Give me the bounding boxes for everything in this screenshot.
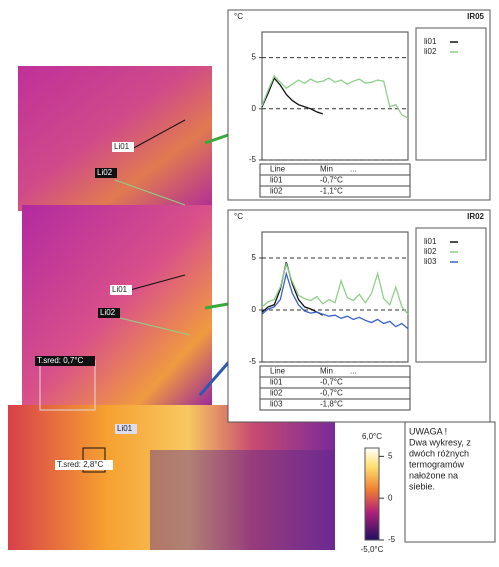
screenshot: Li01 Li02 Li01 Li02 T.sred: 0,7°C Li01 T… — [0, 0, 499, 567]
table-cell: -1,8°C — [320, 400, 343, 409]
y-tick-label: 5 — [252, 53, 257, 62]
table-header: ... — [350, 165, 357, 174]
thermogram-middle — [22, 205, 212, 405]
label: T.sred: 2,8°C — [57, 460, 104, 469]
legend-label: li02 — [424, 247, 437, 256]
table-header: Min — [320, 165, 333, 174]
chart-title: IR05 — [467, 12, 484, 21]
chart-title: IR02 — [467, 212, 484, 221]
table-cell: li02 — [270, 187, 283, 196]
legend-label: li03 — [424, 257, 437, 266]
label: Li01 — [117, 424, 133, 433]
y-tick-label: -5 — [249, 357, 257, 366]
plot-area — [262, 232, 408, 362]
table-header: Min — [320, 367, 333, 376]
scale-min: -5,0°C — [361, 545, 384, 554]
table-cell: -0,7°C — [320, 378, 343, 387]
legend-label: li01 — [424, 237, 437, 246]
y-tick-label: -5 — [249, 155, 257, 164]
table-cell: -1,1°C — [320, 187, 343, 196]
scale-tick-label: 5 — [388, 451, 393, 460]
table-cell: li02 — [270, 389, 283, 398]
label: Li01 — [114, 142, 130, 151]
label: T.sred: 0,7°C — [37, 356, 84, 365]
note-line: nałożone na — [409, 470, 458, 480]
unit-label: °C — [234, 212, 243, 221]
legend-label: li01 — [424, 37, 437, 46]
scale-tick-label: 0 — [388, 493, 393, 502]
note-line: siebie. — [409, 481, 435, 491]
table-cell: -0,7°C — [320, 176, 343, 185]
table-cell: li01 — [270, 176, 283, 185]
table-cell: li01 — [270, 378, 283, 387]
color-scale — [365, 448, 379, 540]
y-tick-label: 0 — [252, 305, 257, 314]
table-header: ... — [350, 367, 357, 376]
note-line: termogramów — [409, 459, 465, 469]
y-tick-label: 5 — [252, 253, 257, 262]
thermogram-shadow — [150, 450, 335, 550]
table-header: Line — [270, 367, 286, 376]
plot-area — [262, 32, 408, 160]
thermogram-top — [18, 66, 212, 211]
table-header: Line — [270, 165, 286, 174]
unit-label: °C — [234, 12, 243, 21]
label: Li01 — [112, 285, 128, 294]
y-tick-label: 0 — [252, 104, 257, 113]
scale-max: 6,0°C — [362, 432, 382, 441]
note-line: dwóch różnych — [409, 448, 469, 458]
label: Li02 — [100, 308, 116, 317]
table-cell: li03 — [270, 400, 283, 409]
label: Li02 — [97, 168, 113, 177]
note-line: Dwa wykresy, z — [409, 437, 471, 447]
legend-label: li02 — [424, 47, 437, 56]
scale-tick-label: -5 — [388, 535, 396, 544]
note-line: UWAGA ! — [409, 426, 447, 436]
table-cell: -0,7°C — [320, 389, 343, 398]
